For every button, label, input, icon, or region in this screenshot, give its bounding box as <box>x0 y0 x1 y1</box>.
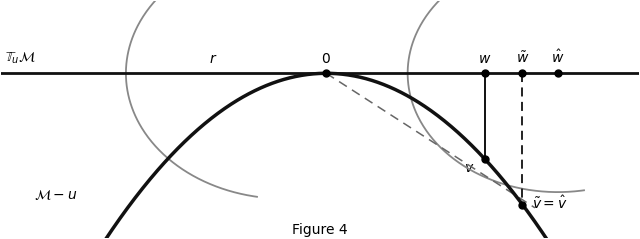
Text: $\tilde{w}$: $\tilde{w}$ <box>516 50 529 66</box>
Text: $\hat{w}$: $\hat{w}$ <box>551 49 564 66</box>
Text: $\tilde{v}=\hat{v}$: $\tilde{v}=\hat{v}$ <box>532 195 567 212</box>
Text: $0$: $0$ <box>321 52 331 66</box>
Text: $\mathbb{T}_u\mathcal{M}$: $\mathbb{T}_u\mathcal{M}$ <box>5 51 36 66</box>
Text: $\mathcal{M}-u$: $\mathcal{M}-u$ <box>34 188 77 202</box>
Text: Figure 4: Figure 4 <box>292 223 348 237</box>
Text: $w$: $w$ <box>478 52 492 66</box>
Text: $v$: $v$ <box>464 161 474 175</box>
Text: $r$: $r$ <box>209 52 218 66</box>
